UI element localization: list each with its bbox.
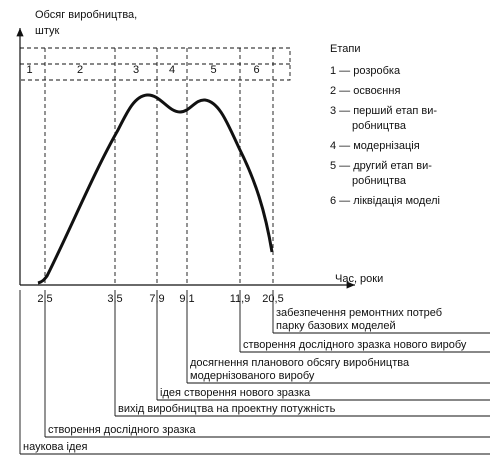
y-axis-label: Обсяг виробництва, [35,9,137,21]
event-label: забезпечення ремонтних потреб [276,307,442,319]
legend-item: 4 — модернізація [330,140,420,152]
x-axis-label: Час, роки [335,273,383,285]
event-label: створення дослідного зразка [48,424,196,436]
life-cycle-curve [37,93,274,285]
legend-item: 2 — освоєння [330,85,400,97]
legend-item: 5 — другий етап ви- [330,160,432,172]
event-label: парку базових моделей [276,320,396,332]
event-label: створення дослідного зразка нового вироб… [243,339,467,351]
legend-item: 6 — ліквідація моделі [330,195,440,207]
y-axis-label: штук [35,25,59,37]
stage-number: 5 [210,64,216,76]
event-label: вихід виробництва на проектну потужність [118,403,336,415]
stage-number: 2 [77,64,83,76]
event-label: модернізованого виробу [190,370,315,382]
stage-number: 1 [26,64,32,76]
event-label: наукова ідея [23,441,87,453]
legend-item: 1 — розробка [330,65,401,77]
stage-number: 3 [133,64,139,76]
legend-item: робництва [352,175,407,187]
event-label: ідея створення нового зразка [160,387,311,399]
legend-title: Етапи [330,43,360,55]
stage-number: 4 [169,64,175,76]
stage-number: 6 [253,64,259,76]
event-label: досягнення планового обсягу виробництва [190,357,410,369]
legend-item: 3 — перший етап ви- [330,105,437,117]
legend-item: робництва [352,120,407,132]
